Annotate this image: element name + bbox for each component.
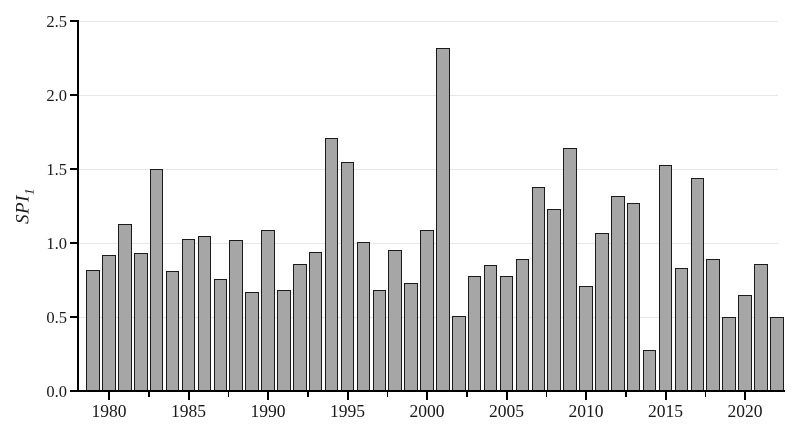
bar-2008: [547, 208, 561, 391]
x-tick-2015: [664, 392, 667, 400]
y-tick-0.5: [69, 316, 77, 318]
x-minor-tick-1987.5: [227, 392, 229, 397]
bar-1985: [181, 238, 196, 391]
bar-2007: [531, 186, 546, 391]
bar-2011: [595, 232, 609, 391]
y-axis-label-text: SPI: [12, 195, 34, 224]
bar-1997: [372, 290, 387, 391]
bar-2006: [515, 259, 530, 391]
x-tick-label-1985: 1985: [171, 401, 206, 421]
x-axis-line: [76, 390, 785, 392]
bar-1982: [134, 253, 148, 391]
bar-2021: [754, 263, 768, 391]
x-minor-tick-2017.5: [704, 392, 706, 397]
bar-2009: [563, 148, 577, 391]
x-tick-2010: [585, 392, 587, 400]
y-axis-label: SPI1: [13, 188, 38, 224]
bar-1993: [308, 251, 323, 391]
gridline-2.5: [78, 20, 778, 22]
bar-1989: [245, 291, 259, 391]
x-tick-label-1990: 1990: [250, 401, 286, 421]
bar-2002: [452, 315, 466, 391]
bar-1994: [324, 137, 339, 391]
bar-1992: [293, 263, 307, 391]
x-tick-label-2000: 2000: [409, 401, 445, 421]
bar-2010: [579, 285, 593, 391]
bar-2003: [467, 275, 482, 391]
bar-2005: [499, 275, 514, 391]
bar-1998: [388, 250, 402, 391]
x-minor-tick-2012.5: [625, 392, 627, 397]
x-tick-1990: [267, 392, 269, 400]
y-tick-0.0: [69, 390, 77, 392]
bar-2020: [738, 294, 752, 391]
bar-2013: [626, 203, 641, 391]
bar-2012: [611, 195, 625, 391]
bar-2016: [674, 268, 689, 391]
bar-1999: [404, 282, 418, 391]
bar-1980: [102, 254, 116, 391]
x-minor-tick-2007.5: [545, 392, 547, 397]
bar-1988: [229, 240, 243, 391]
y-tick-1.5: [69, 168, 77, 170]
bar-1990: [261, 229, 275, 391]
bar-1987: [213, 278, 228, 391]
x-minor-tick-1982.5: [148, 392, 150, 397]
bar-1983: [149, 169, 164, 391]
y-tick-label-1.5: 1.5: [46, 159, 67, 179]
bar-1991: [277, 290, 291, 391]
bar-1981: [118, 223, 132, 391]
y-tick-1.0: [69, 242, 77, 244]
bar-1995: [340, 161, 355, 391]
x-tick-label-2010: 2010: [568, 401, 604, 421]
x-tick-1980: [108, 392, 110, 400]
x-tick-2000: [426, 392, 428, 400]
bar-2015: [658, 164, 673, 391]
y-tick-label-0.5: 0.5: [46, 307, 67, 327]
x-tick-label-2020: 2020: [727, 401, 763, 421]
x-minor-tick-1992.5: [307, 392, 309, 397]
y-tick-2.0: [69, 94, 77, 96]
gridline-2.0: [78, 94, 778, 96]
y-tick-label-0.0: 0.0: [46, 381, 67, 401]
bar-2022: [770, 317, 784, 391]
bar-2019: [722, 317, 736, 391]
x-tick-label-2015: 2015: [648, 401, 683, 421]
y-tick-label-2.5: 2.5: [46, 11, 67, 31]
bar-2018: [706, 259, 720, 391]
bar-1984: [165, 271, 180, 391]
y-tick-label-2.0: 2.0: [46, 85, 67, 105]
x-tick-2005: [505, 392, 508, 400]
bar-1996: [356, 241, 371, 391]
bar-2000: [420, 229, 434, 391]
bar-2004: [483, 265, 498, 391]
y-axis-line: [76, 20, 79, 392]
x-tick-label-1995: 1995: [330, 401, 365, 421]
y-tick-2.5: [69, 20, 77, 22]
bar-1979: [86, 269, 100, 391]
x-tick-label-1980: 1980: [91, 401, 127, 421]
bar-2001: [436, 47, 450, 391]
x-minor-tick-1997.5: [386, 392, 388, 397]
y-tick-label-1.0: 1.0: [46, 233, 67, 253]
bar-2014: [642, 349, 657, 391]
bar-2017: [690, 177, 705, 391]
x-tick-2020: [744, 392, 746, 400]
x-tick-1985: [187, 392, 190, 400]
x-minor-tick-2002.5: [466, 392, 468, 397]
y-axis-label-subscript: 1: [21, 188, 37, 196]
x-tick-1995: [346, 392, 349, 400]
bar-1986: [197, 235, 212, 391]
x-tick-label-2005: 2005: [489, 401, 524, 421]
gridline-1.5: [78, 168, 778, 170]
